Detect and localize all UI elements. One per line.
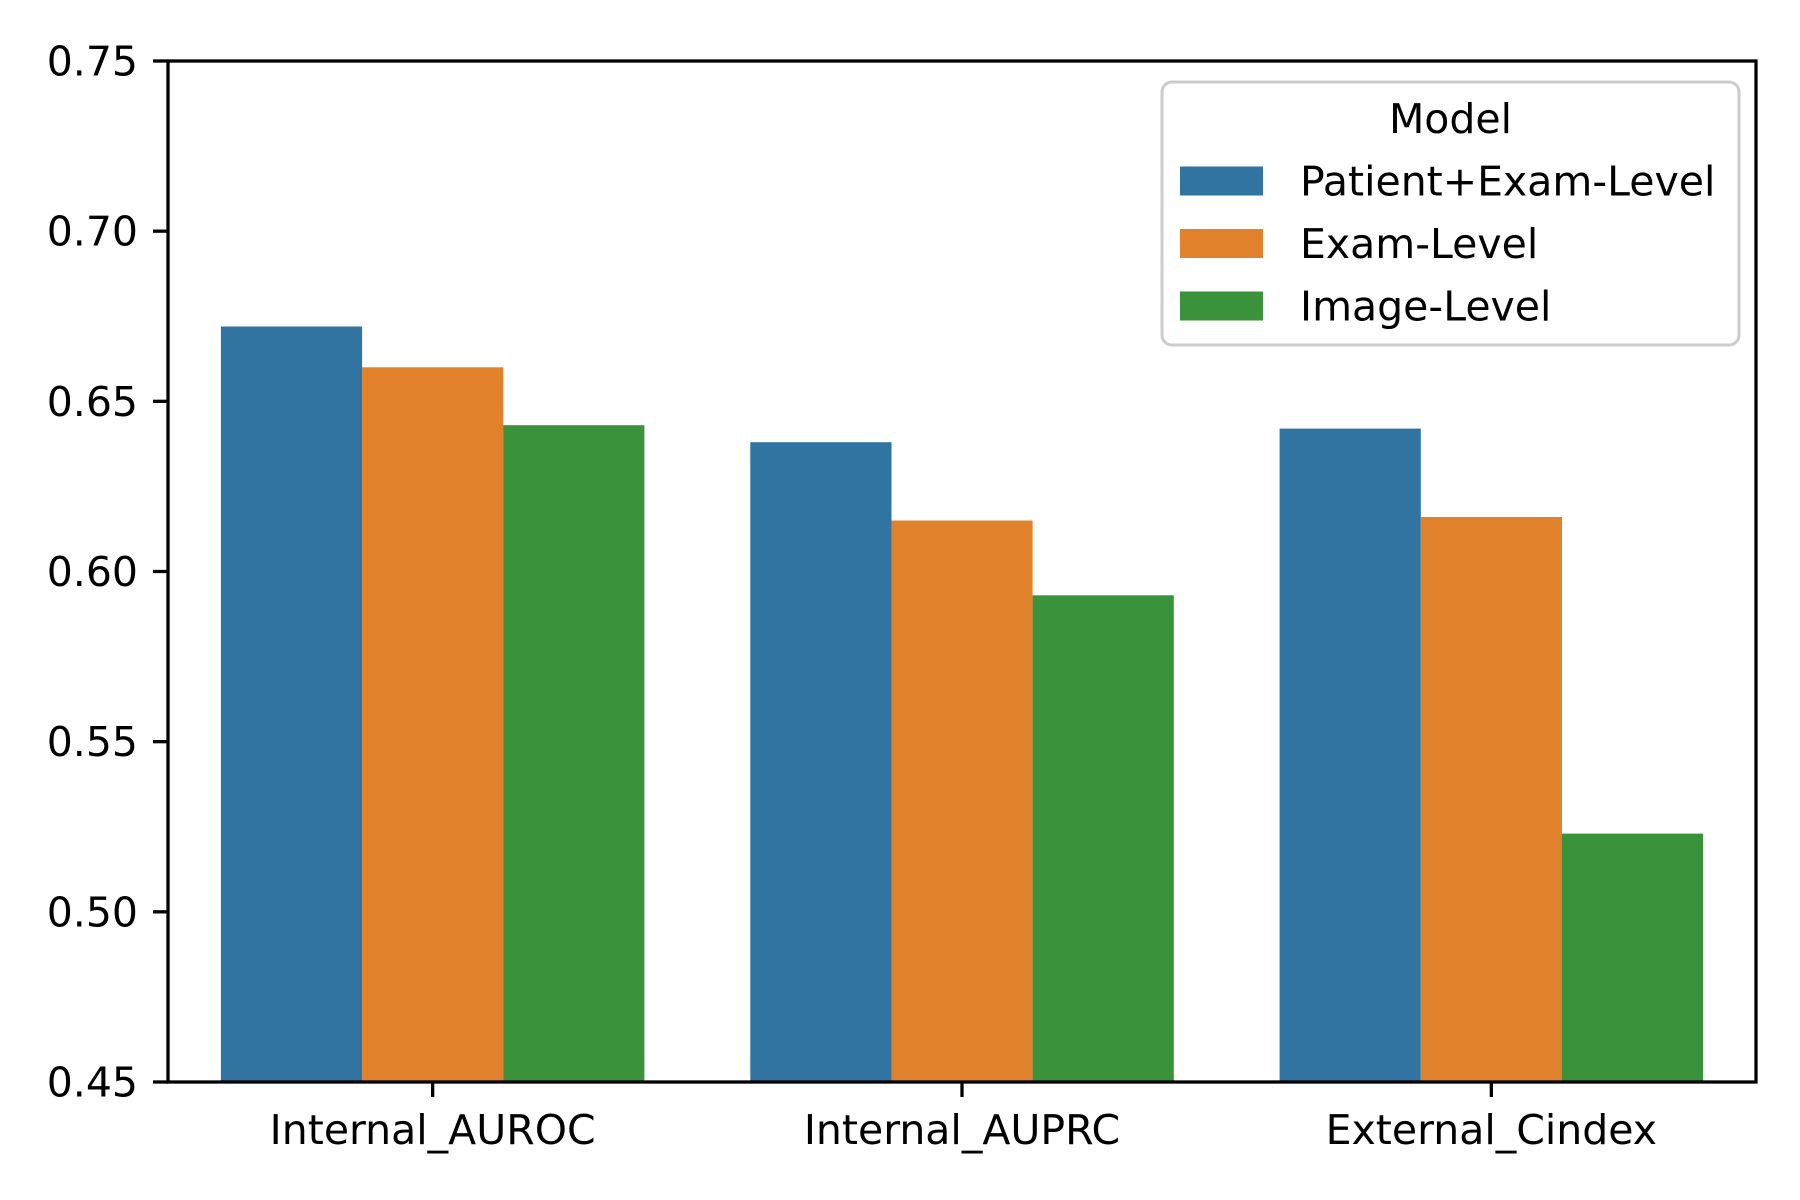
y-tick-label-0.55: 0.55: [47, 718, 138, 766]
bar-Internal_AUROC-Exam-Level: [362, 367, 504, 1082]
bar-Internal_AUROC-Image-Level: [503, 425, 645, 1082]
y-tick-label-0.75: 0.75: [47, 38, 138, 86]
x-tick-label-External_Cindex: External_Cindex: [1326, 1106, 1657, 1154]
bar-External_Cindex-Image-Level: [1561, 833, 1704, 1082]
legend-swatch-Image-Level: [1180, 291, 1263, 321]
legend-title: Model: [1389, 95, 1512, 143]
x-tick-label-Internal_AUROC: Internal_AUROC: [270, 1106, 596, 1154]
x-tick-label-Internal_AUPRC: Internal_AUPRC: [804, 1106, 1120, 1154]
bar-External_Cindex-Exam-Level: [1420, 517, 1562, 1082]
legend-swatch-Patient+Exam-Level: [1180, 166, 1263, 196]
legend-label-Patient+Exam-Level: Patient+Exam-Level: [1300, 158, 1715, 206]
legend-box: [1160, 80, 1741, 347]
y-tick-label-0.45: 0.45: [47, 1059, 138, 1107]
bar-Internal_AUPRC-Exam-Level: [891, 520, 1033, 1082]
bars-layer: [220, 326, 1704, 1083]
bar-Internal_AUROC-Patient+Exam-Level: [220, 326, 363, 1082]
y-tick-label-0.60: 0.60: [47, 548, 138, 596]
bar-Internal_AUPRC-Image-Level: [1032, 595, 1174, 1082]
y-tick-label-0.65: 0.65: [47, 378, 138, 426]
legend-swatch-Exam-Level: [1180, 229, 1263, 258]
legend-entries: Patient+Exam-Level Exam-Level Image-Level: [1180, 158, 1715, 331]
y-tick-label-0.50: 0.50: [47, 888, 138, 936]
y-tick-label-0.70: 0.70: [47, 208, 138, 256]
legend-label-Image-Level: Image-Level: [1300, 283, 1551, 331]
legend: Model Patient+Exam-Level Exam-Level Image-…: [1160, 80, 1741, 347]
bar-Internal_AUPRC-Patient+Exam-Level: [750, 442, 892, 1082]
bar-External_Cindex-Patient+Exam-Level: [1279, 428, 1421, 1083]
axes-layer: 0.45 0.50 0.55 0.60 0.65 0.70 0.75 Internal_AUR…: [47, 38, 1758, 1154]
legend-label-Exam-Level: Exam-Level: [1300, 220, 1538, 268]
